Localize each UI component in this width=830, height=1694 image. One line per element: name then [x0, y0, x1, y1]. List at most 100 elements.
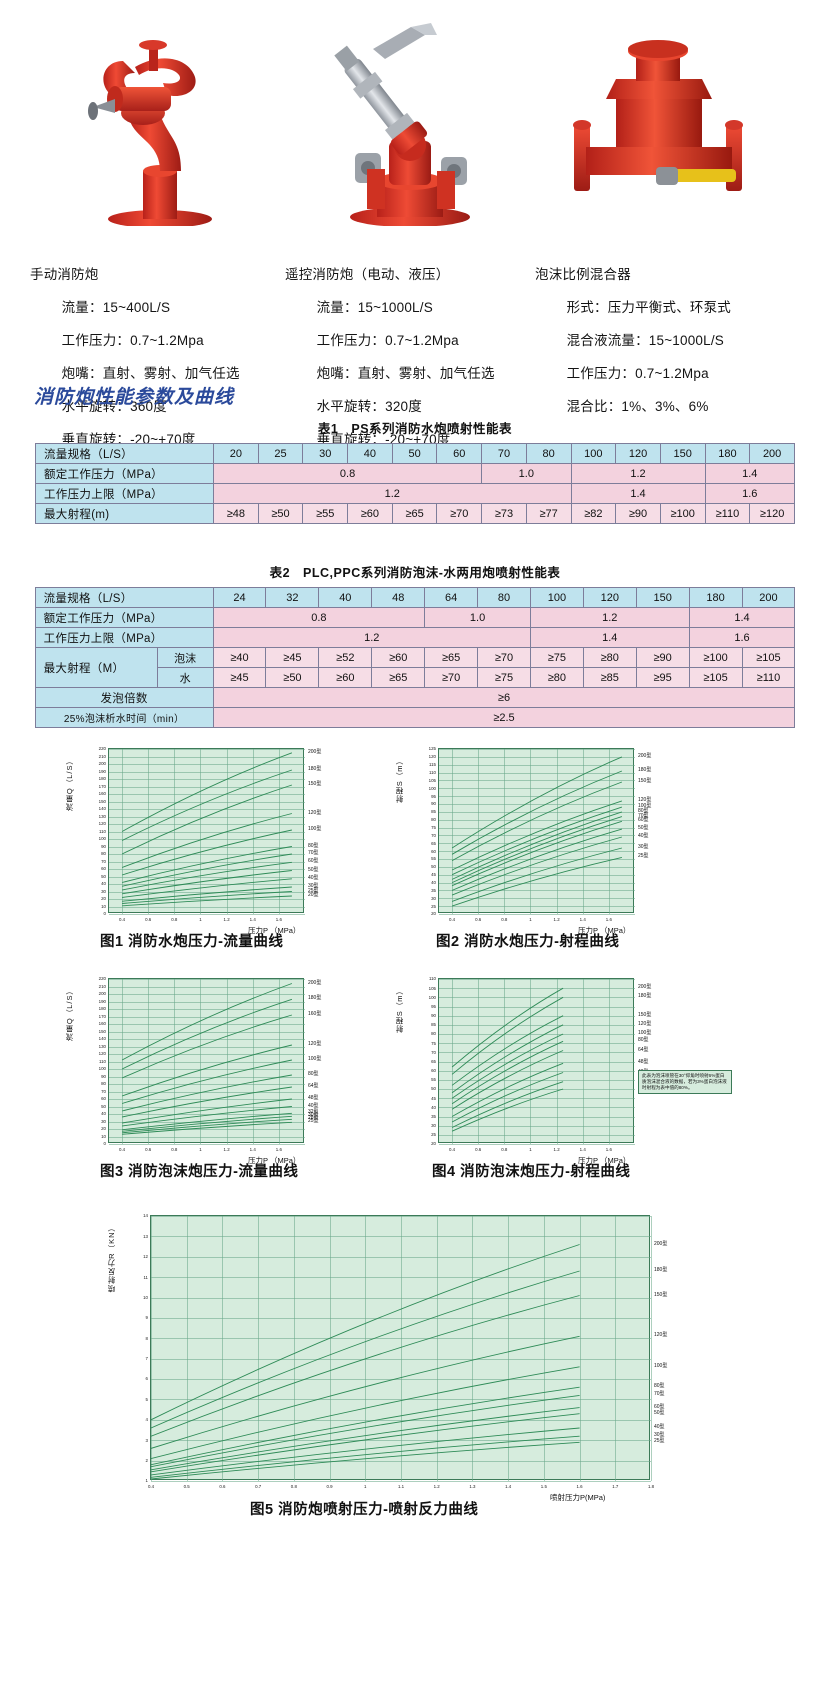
gridline-v	[174, 979, 175, 1144]
gridline-h	[439, 780, 635, 782]
y-tick-label: 30	[101, 888, 106, 894]
gridline-h	[439, 827, 635, 829]
series-label: 30型	[638, 844, 649, 850]
y-tick-label: 125	[428, 746, 436, 752]
series-label: 60型	[308, 858, 319, 865]
x-tick-label: 1	[529, 1147, 532, 1152]
gridline-h	[439, 1034, 635, 1035]
product-spec: 炮嘴：直射、雾射、加气任选	[61, 366, 240, 381]
cell: ≥65	[391, 503, 438, 524]
manual-fire-monitor-photo	[30, 16, 285, 226]
gridline-h	[109, 1069, 305, 1070]
y-tick-label: 70	[101, 1088, 106, 1094]
series-line	[121, 1074, 292, 1112]
row-label: 工作压力上限（MPa）	[34, 627, 214, 648]
cell: ≥100	[688, 647, 743, 668]
y-tick-label: 20	[101, 896, 106, 902]
gridline-h	[109, 1144, 305, 1145]
cell: ≥120	[749, 503, 795, 524]
chart-fig1: 0 10 20 30 40 50 60 70 80 90 100 110 120 130 140 150 160…	[65, 746, 321, 935]
cell: ≥90	[615, 503, 661, 524]
gridline-h	[109, 1061, 305, 1063]
x-tick-label: 0.7	[255, 1484, 262, 1489]
series-line	[122, 1106, 292, 1127]
gridline-h	[109, 1039, 305, 1040]
y-axis-label: 射程S（m）	[395, 756, 404, 804]
cell: ≥110	[741, 667, 796, 688]
y-tick-label: 0	[103, 1141, 106, 1147]
y-tick-label: 60	[101, 1096, 106, 1102]
cell: 1.4	[704, 463, 796, 484]
x-tick-label: 1.7	[612, 1484, 619, 1489]
product-card-foam-proportioner: 泡沫比例混合器 形式：压力平衡式、环泵式 混合液流量：15~1000L/S 工作…	[535, 16, 785, 465]
cell: 40	[347, 443, 393, 464]
table-row: 发泡倍数 ≥6	[34, 687, 796, 708]
series-label: 30型	[308, 1112, 319, 1119]
series-lines	[451, 987, 564, 1132]
row-sublabel: 泡沫	[156, 647, 214, 668]
x-tick-label: 0.6	[475, 917, 482, 922]
cell: 80	[477, 587, 531, 608]
x-axis-label: 喷射压力P(MPa)	[550, 1493, 606, 1502]
product-card-remote-monitor: 遥控消防炮（电动、液压） 流量：15~1000L/S 工作压力：0.7~1.2M…	[285, 16, 535, 465]
y-tick-label: 65	[431, 1058, 436, 1064]
cell: 0.8	[212, 463, 483, 484]
table-row: 工作压力上限（MPa） 1.2 1.4 1.6	[35, 483, 796, 504]
series-label: 20型	[308, 892, 319, 898]
y-tick-label: 60	[431, 1068, 436, 1074]
series-label: 180型	[654, 1267, 668, 1274]
x-tick-label: 1.8	[647, 1484, 655, 1489]
x-tick-label: 0.6	[219, 1484, 226, 1489]
x-tick-label: 0.6	[145, 917, 152, 922]
y-tick-label: 45	[431, 872, 436, 878]
y-tick-label: 65	[431, 840, 436, 846]
gridline-h	[439, 1107, 635, 1108]
figure-caption-fig2: 图2 消防水炮压力-射程曲线	[436, 934, 620, 950]
x-tick-label: 0.8	[171, 1147, 178, 1152]
x-tick-label: 1.6	[275, 917, 282, 922]
table-row: 25%泡沫析水时间（min） ≥2.5	[34, 707, 796, 728]
x-tick-label: 0.4	[119, 917, 126, 922]
row-sublabel: 水	[156, 667, 214, 688]
series-line	[122, 886, 292, 902]
gridline-v	[258, 1216, 259, 1481]
y-tick-label: 105	[428, 985, 436, 991]
cell: 30	[302, 443, 349, 464]
cell: 150	[635, 587, 690, 608]
cell: ≥60	[318, 667, 373, 688]
x-axis-label: 压力P （MPa）	[248, 1156, 301, 1165]
product-caption-remote: 遥控消防炮（电动、液压） 流量：15~1000L/S 工作压力：0.7~1.2M…	[285, 234, 495, 465]
gridline-v	[278, 979, 280, 1144]
y-tick-label: 5	[145, 1396, 148, 1402]
gridline-h	[439, 1079, 635, 1081]
y-axis-label: 射程S（m）	[395, 986, 404, 1034]
x-tick-label: 1	[364, 1484, 367, 1489]
series-label: 200型	[638, 984, 652, 991]
cell: ≥50	[265, 667, 320, 688]
cell: ≥75	[477, 667, 531, 688]
cell: 100	[529, 587, 584, 608]
y-tick-label: 220	[98, 976, 106, 982]
y-tick-label: 20	[101, 1126, 106, 1132]
y-tick-label: 10	[101, 903, 106, 909]
x-tick-label: 0.8	[501, 917, 508, 922]
y-tick-label: 40	[101, 881, 106, 887]
series-lines	[151, 1244, 580, 1480]
series-label: 120型	[308, 1041, 322, 1047]
series-line	[451, 806, 623, 876]
series-line	[122, 1112, 292, 1131]
foam-proportioner-icon	[573, 40, 743, 191]
series-line	[451, 987, 564, 1068]
y-tick-label: 120	[98, 1051, 106, 1057]
x-tick-label: 1.2	[553, 917, 560, 922]
series-label: 100型	[308, 1056, 322, 1062]
y-tick-label: 140	[98, 806, 106, 812]
x-axis-label: 压力P （MPa）	[578, 1156, 631, 1165]
y-tick-label: 75	[431, 1040, 436, 1046]
gridline-h	[109, 1016, 305, 1018]
x-tick-label: 1.4	[505, 1484, 512, 1489]
row-label: 发泡倍数	[34, 687, 214, 708]
cell: ≥105	[688, 667, 743, 688]
gridline-h	[439, 988, 635, 989]
y-tick-label: 140	[98, 1036, 106, 1042]
